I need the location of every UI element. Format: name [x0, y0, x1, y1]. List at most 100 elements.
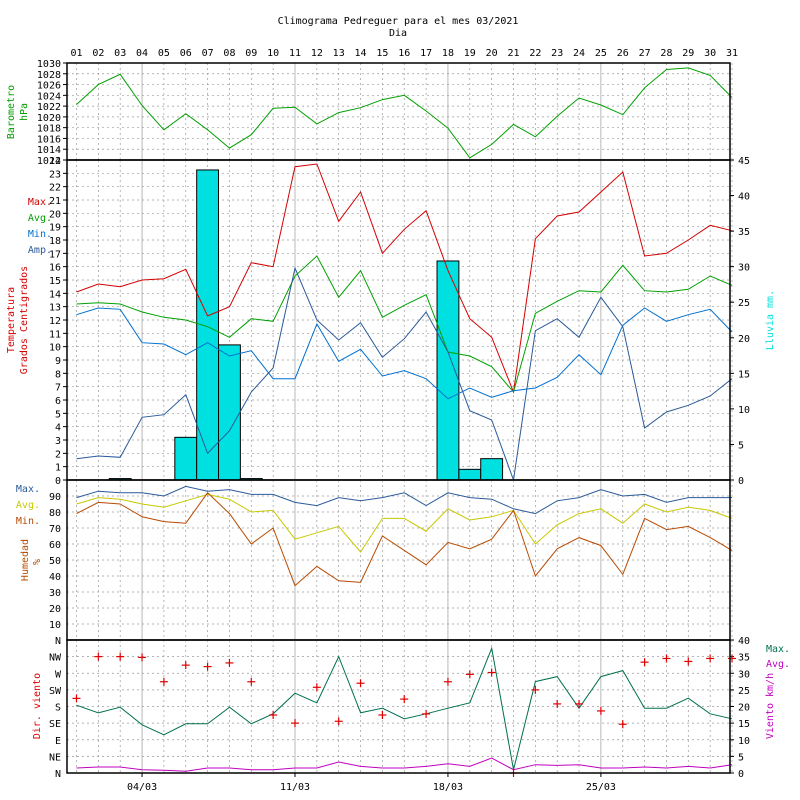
rain-tick-label: 15 — [738, 369, 750, 380]
temp-tick-label: 3 — [55, 436, 61, 447]
chart-title: Climograma Pedreguer para el mes 03/2021 — [278, 16, 519, 27]
pressure-tick-label: 1014 — [37, 145, 61, 156]
day-label: 31 — [726, 48, 738, 59]
temp-tick-label: 8 — [55, 369, 61, 380]
day-label: 19 — [464, 48, 476, 59]
pressure-tick-label: 1022 — [37, 102, 61, 113]
temp-tick-label: 4 — [55, 423, 61, 434]
day-label: 16 — [398, 48, 410, 59]
temp-unit-label: Grados Centigrados — [19, 266, 30, 374]
wind-speed-tick-label: 25 — [738, 686, 750, 697]
temp-tick-label: 22 — [49, 183, 61, 194]
day-label: 06 — [180, 48, 192, 59]
rain-tick-label: 35 — [738, 227, 750, 238]
temp-tick-label: 21 — [49, 196, 61, 207]
temp-tick-label: 20 — [49, 209, 61, 220]
day-label: 11 — [289, 48, 301, 59]
humidity-line-min — [76, 492, 733, 587]
temp-tick-label: 15 — [49, 276, 61, 287]
humidity-legend-label: Max. — [16, 484, 40, 495]
humidity-legend-label: Avg. — [16, 500, 40, 511]
temp-tick-label: 14 — [49, 289, 61, 300]
wind-dir-tick-label: S — [55, 703, 61, 714]
day-label: 09 — [245, 48, 257, 59]
wind-dir-tick-label: SW — [49, 686, 62, 697]
temp-tick-label: 0 — [55, 476, 61, 487]
day-label: 29 — [682, 48, 694, 59]
wind-dir-tick-label: NW — [49, 653, 62, 664]
temp-tick-label: 16 — [49, 263, 61, 274]
day-label: 08 — [223, 48, 235, 59]
temp-line-avg — [76, 255, 733, 394]
day-label: 26 — [617, 48, 629, 59]
humidity-line-avg — [76, 493, 733, 553]
wind-avg-line — [76, 757, 733, 772]
day-label: 30 — [704, 48, 716, 59]
day-label: 14 — [355, 48, 367, 59]
day-label: 02 — [92, 48, 104, 59]
rain-bar — [436, 260, 460, 481]
pressure-tick-label: 1030 — [37, 59, 61, 70]
rain-tick-label: 5 — [738, 440, 744, 451]
rain-tick-label: 45 — [738, 156, 750, 167]
day-label: 24 — [573, 48, 585, 59]
temp-tick-label: 13 — [49, 303, 61, 314]
humidity-tick-label: 70 — [49, 524, 61, 535]
temp-tick-label: 2 — [55, 449, 61, 460]
rain-bar — [218, 344, 241, 481]
humidity-tick-label: 50 — [49, 556, 61, 567]
day-label: 15 — [376, 48, 388, 59]
wind-speed-tick-label: 30 — [738, 669, 750, 680]
pressure-tick-label: 1018 — [37, 124, 61, 135]
wind-dir-tick-label: W — [55, 669, 62, 680]
wind-speed-tick-label: 15 — [738, 719, 750, 730]
pressure-tick-label: 1020 — [37, 113, 61, 124]
wind-speed-tick-label: 40 — [738, 636, 750, 647]
temp-legend-label: Avg. — [28, 213, 52, 224]
humidity-line-max — [76, 485, 732, 515]
pressure-axis-label: Barometro — [6, 85, 17, 139]
temp-axis-label: Temperatura — [6, 287, 17, 353]
wind-max-line — [76, 646, 733, 770]
week-label: 04/03 — [127, 782, 157, 793]
humidity-tick-label: 20 — [49, 604, 61, 615]
humidity-tick-label: 40 — [49, 572, 61, 583]
temp-tick-label: 9 — [55, 356, 61, 367]
pressure-tick-label: 1028 — [37, 70, 61, 81]
day-label: 03 — [114, 48, 126, 59]
temp-tick-label: 5 — [55, 409, 61, 420]
temp-legend-label: Amp. — [28, 245, 52, 256]
rain-bar — [174, 436, 198, 481]
temp-tick-label: 12 — [49, 316, 61, 327]
day-label: 20 — [486, 48, 498, 59]
rain-tick-label: 30 — [738, 263, 750, 274]
day-label: 22 — [529, 48, 541, 59]
pressure-tick-label: 1016 — [37, 134, 61, 145]
day-label: 13 — [333, 48, 345, 59]
temp-tick-label: 18 — [49, 236, 61, 247]
day-label: 07 — [202, 48, 214, 59]
day-label: 23 — [551, 48, 563, 59]
day-label: 21 — [507, 48, 519, 59]
wind-legend-max: Max. — [766, 644, 790, 655]
week-label: 18/03 — [433, 782, 463, 793]
temp-line-min — [76, 307, 733, 400]
panel-frame — [66, 62, 731, 161]
day-label: 28 — [660, 48, 672, 59]
temp-tick-label: 23 — [49, 169, 61, 180]
rain-bar — [480, 458, 504, 481]
temp-tick-label: 11 — [49, 329, 61, 340]
wind-speed-tick-label: 5 — [738, 752, 744, 763]
pressure-line — [76, 67, 733, 159]
temp-tick-label: 17 — [49, 249, 61, 260]
humidity-axis-label: Humedad — [20, 539, 31, 581]
temp-tick-label: 1 — [55, 463, 61, 474]
wind-legend-avg: Avg. — [766, 659, 790, 670]
rain-tick-label: 25 — [738, 298, 750, 309]
wind-dir-tick-label: N — [55, 636, 61, 647]
rain-axis-label: Lluvia mm. — [765, 290, 776, 350]
wind-speed-tick-label: 0 — [738, 769, 744, 780]
pressure-tick-label: 1024 — [37, 91, 61, 102]
